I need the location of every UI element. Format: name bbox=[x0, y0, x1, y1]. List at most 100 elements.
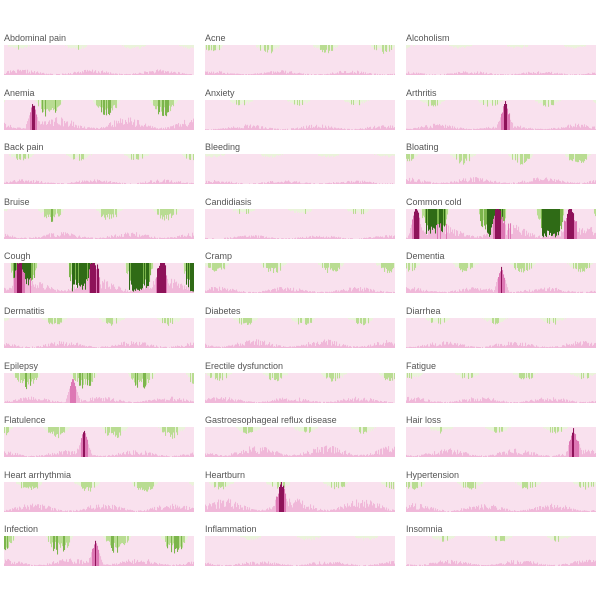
green-band-mark bbox=[301, 318, 303, 323]
pink-band-mark bbox=[485, 235, 487, 239]
pink-band-mark bbox=[363, 182, 365, 185]
pink-band-mark bbox=[101, 126, 103, 130]
green-band-mark bbox=[424, 99, 426, 103]
green-band-mark bbox=[57, 208, 59, 214]
green-band-mark bbox=[251, 99, 253, 102]
pink-band-mark bbox=[98, 269, 100, 294]
pink-band-mark bbox=[526, 291, 528, 294]
pink-band-mark bbox=[391, 342, 393, 348]
pink-band-mark bbox=[75, 385, 77, 403]
pink-band-mark bbox=[438, 183, 440, 185]
pink-band-mark bbox=[372, 237, 374, 239]
green-band-mark bbox=[475, 154, 477, 156]
pink-band-mark bbox=[416, 208, 418, 239]
pink-band-mark bbox=[509, 292, 511, 294]
pink-band-mark bbox=[276, 344, 278, 348]
green-band-mark bbox=[281, 263, 283, 268]
pink-band-mark bbox=[190, 183, 192, 185]
pink-band-mark bbox=[483, 234, 485, 239]
pink-band-mark bbox=[81, 399, 83, 403]
pink-band-mark bbox=[239, 346, 241, 348]
pink-band-mark bbox=[33, 396, 35, 403]
pink-band-mark bbox=[35, 182, 37, 185]
green-band-mark bbox=[152, 372, 154, 379]
green-band-mark bbox=[83, 154, 85, 160]
pink-band-mark bbox=[191, 74, 193, 75]
green-band-mark bbox=[27, 263, 29, 294]
pink-band-mark bbox=[473, 235, 475, 239]
pink-band-mark bbox=[232, 183, 234, 185]
pink-band-mark bbox=[532, 344, 534, 348]
pink-band-mark bbox=[409, 128, 411, 130]
pink-band-mark bbox=[112, 345, 114, 348]
pink-band-mark bbox=[33, 180, 35, 185]
pink-band-mark bbox=[105, 289, 107, 294]
green-band-mark bbox=[357, 318, 359, 325]
pink-band-mark bbox=[225, 289, 227, 294]
pink-band-mark bbox=[147, 234, 149, 239]
pink-band-mark bbox=[439, 344, 441, 348]
pink-band-mark bbox=[64, 345, 66, 348]
pink-band-mark bbox=[506, 345, 508, 348]
pink-band-mark bbox=[492, 127, 494, 130]
green-band-mark bbox=[275, 263, 277, 269]
pink-band-mark bbox=[100, 181, 102, 185]
green-band-mark bbox=[319, 154, 321, 157]
pink-band-mark bbox=[155, 347, 157, 348]
green-band-mark bbox=[186, 154, 188, 159]
pink-band-mark bbox=[356, 289, 358, 294]
pink-band-mark bbox=[105, 396, 107, 403]
green-band-mark bbox=[537, 208, 539, 216]
pink-band-mark bbox=[369, 236, 371, 239]
green-band-mark bbox=[166, 99, 168, 116]
pink-band-mark bbox=[23, 237, 25, 239]
pink-band-mark bbox=[92, 347, 94, 348]
pink-band-mark bbox=[368, 73, 370, 75]
pink-band-mark bbox=[13, 70, 15, 75]
pink-band-mark bbox=[210, 289, 212, 294]
pink-band-mark bbox=[291, 71, 293, 75]
pink-band-mark bbox=[165, 238, 167, 239]
green-band-mark bbox=[178, 318, 180, 322]
pink-band-mark bbox=[23, 181, 25, 185]
pink-band-mark bbox=[69, 125, 71, 130]
pink-band-mark bbox=[92, 396, 94, 403]
pink-band-mark bbox=[513, 343, 515, 348]
pink-band-mark bbox=[363, 128, 365, 130]
pink-band-mark bbox=[33, 72, 35, 75]
pink-band-mark bbox=[509, 182, 511, 185]
pink-band-mark bbox=[167, 179, 169, 185]
pink-band-mark bbox=[44, 397, 46, 403]
pink-band-mark bbox=[182, 183, 184, 185]
pink-band-mark bbox=[79, 127, 81, 130]
pink-band-mark bbox=[325, 125, 327, 130]
green-band-mark bbox=[206, 154, 208, 157]
green-band-mark bbox=[42, 99, 44, 113]
green-band-mark bbox=[463, 154, 465, 165]
pink-band-mark bbox=[387, 291, 389, 294]
pink-band-mark bbox=[498, 277, 500, 294]
pink-band-mark bbox=[344, 183, 346, 185]
green-band-mark bbox=[595, 99, 596, 103]
green-band-mark bbox=[575, 263, 577, 269]
green-band-mark bbox=[372, 45, 374, 48]
pink-band-mark bbox=[228, 291, 230, 294]
pink-band-mark bbox=[228, 237, 230, 239]
pink-band-mark bbox=[490, 234, 492, 239]
green-band-mark bbox=[43, 318, 45, 320]
pink-band-mark bbox=[468, 73, 470, 75]
pink-band-mark bbox=[91, 181, 93, 185]
green-band-mark bbox=[584, 154, 586, 162]
pink-band-mark bbox=[358, 128, 360, 130]
green-band-mark bbox=[567, 45, 569, 46]
pink-band-mark bbox=[483, 127, 485, 130]
pink-band-mark bbox=[70, 291, 72, 294]
pink-band-mark bbox=[543, 73, 545, 75]
green-band-mark bbox=[471, 263, 473, 268]
pink-band-mark bbox=[19, 179, 21, 185]
pink-band-mark bbox=[25, 128, 27, 130]
green-band-mark bbox=[427, 318, 429, 321]
pink-band-mark bbox=[369, 346, 371, 348]
pink-band-mark bbox=[376, 344, 378, 348]
green-band-mark bbox=[295, 318, 297, 323]
